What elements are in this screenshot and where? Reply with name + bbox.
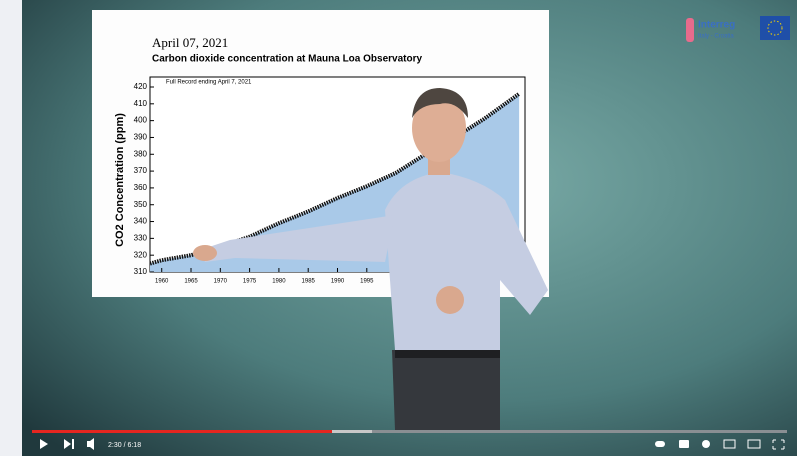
next-button[interactable]: [64, 439, 74, 449]
logo-mark: [686, 18, 694, 42]
y-tick-label: 310: [134, 267, 148, 276]
y-tick-label: 330: [134, 233, 148, 242]
fullscreen-button[interactable]: [772, 439, 785, 450]
theater-button[interactable]: [747, 439, 761, 449]
y-tick-label: 410: [134, 99, 148, 108]
y-tick-label: 360: [134, 183, 148, 192]
logo-subtext: Italy - Croatia: [698, 34, 734, 40]
progress-played: [32, 430, 332, 433]
subtitles-button[interactable]: [679, 440, 689, 448]
y-tick-label: 400: [134, 116, 148, 125]
slide-title: Carbon dioxide concentration at Mauna Lo…: [152, 54, 422, 65]
x-tick-label: 1970: [214, 279, 228, 285]
x-tick-label: 1965: [184, 279, 198, 285]
slide-date: April 07, 2021: [152, 35, 228, 50]
eu-stars: [767, 20, 783, 36]
y-axis-label: CO2 Concentration (ppm): [114, 113, 126, 247]
x-tick-label: 1960: [155, 279, 169, 285]
y-tick-label: 420: [134, 82, 148, 91]
presenter: [193, 88, 548, 430]
eu-flag: [760, 16, 790, 40]
x-tick-label: 1995: [360, 279, 374, 285]
play-button[interactable]: [40, 439, 48, 449]
x-tick-label: 1985: [302, 279, 316, 285]
autoplay-toggle[interactable]: [655, 441, 665, 447]
y-tick-label: 390: [134, 133, 148, 142]
y-tick-label: 380: [134, 149, 148, 158]
volume-button[interactable]: [87, 438, 94, 450]
y-tick-label: 320: [134, 250, 148, 259]
x-tick-label: 1975: [243, 279, 257, 285]
y-tick-label: 340: [134, 217, 148, 226]
x-tick-label: 1980: [272, 279, 286, 285]
time-display: 2:30 / 6:18: [108, 442, 141, 449]
progress-buffered: [332, 430, 372, 433]
miniplayer-button[interactable]: [723, 439, 736, 449]
settings-button[interactable]: [702, 440, 710, 448]
progress-track[interactable]: [32, 430, 787, 433]
y-tick-label: 350: [134, 200, 148, 209]
y-tick-label: 370: [134, 166, 148, 175]
x-tick-label: 1990: [331, 279, 345, 285]
slide-note: Full Record ending April 7, 2021: [166, 80, 252, 86]
logo-text: Interreg: [698, 20, 735, 31]
